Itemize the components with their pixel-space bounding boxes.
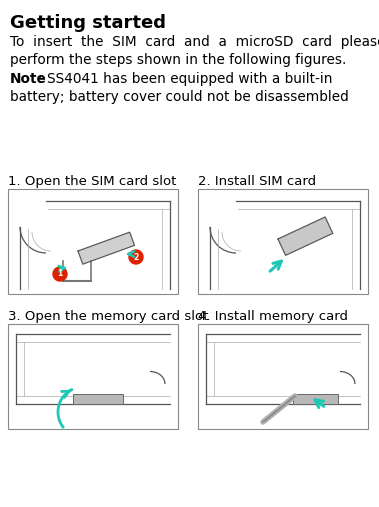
Bar <box>293 394 338 404</box>
Text: 1: 1 <box>57 270 63 278</box>
Text: perform the steps shown in the following figures.: perform the steps shown in the following… <box>10 53 346 67</box>
Bar <box>73 394 123 404</box>
Circle shape <box>53 267 67 281</box>
Polygon shape <box>78 232 135 264</box>
Text: : SS4041 has been equipped with a built-in: : SS4041 has been equipped with a built-… <box>38 72 332 86</box>
Text: 2. Install SIM card: 2. Install SIM card <box>198 175 316 188</box>
Bar <box>198 324 368 429</box>
Polygon shape <box>278 217 333 256</box>
Text: 1. Open the SIM card slot: 1. Open the SIM card slot <box>8 175 176 188</box>
Text: To  insert  the  SIM  card  and  a  microSD  card  please: To insert the SIM card and a microSD car… <box>10 35 379 49</box>
Text: Note: Note <box>10 72 47 86</box>
Bar <box>198 189 368 294</box>
Text: battery; battery cover could not be disassembled: battery; battery cover could not be disa… <box>10 90 349 104</box>
Bar <box>8 324 178 429</box>
Bar <box>8 189 178 294</box>
Circle shape <box>129 250 143 264</box>
Text: 2: 2 <box>133 252 139 262</box>
Text: Getting started: Getting started <box>10 14 166 32</box>
Text: 4. Install memory card: 4. Install memory card <box>198 310 348 323</box>
Text: 3. Open the memory card slot: 3. Open the memory card slot <box>8 310 208 323</box>
